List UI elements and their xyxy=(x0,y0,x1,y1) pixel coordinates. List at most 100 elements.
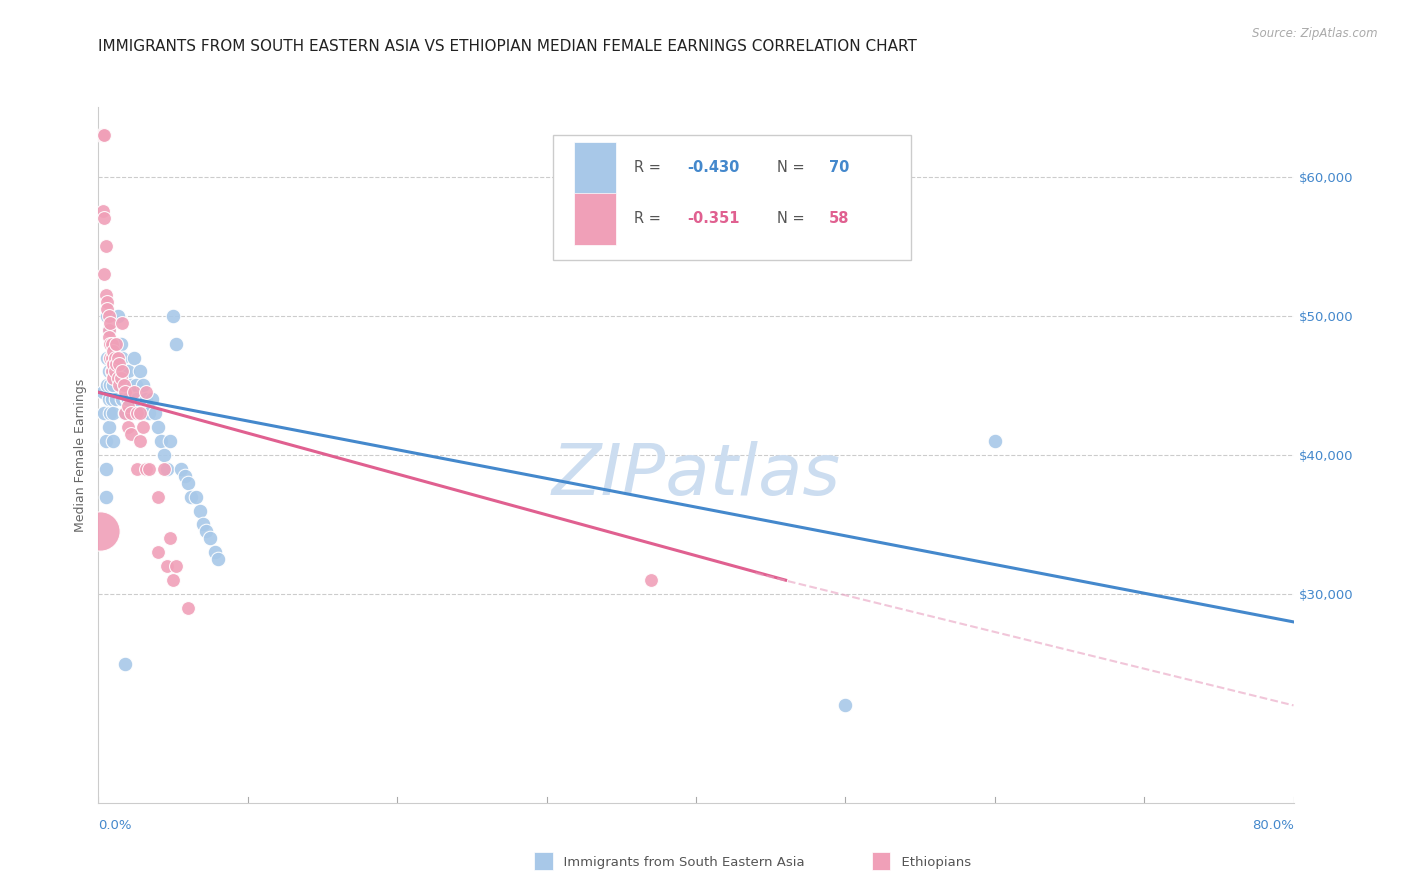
Point xyxy=(129,406,152,420)
Point xyxy=(159,532,181,546)
Point xyxy=(108,364,131,378)
Point xyxy=(97,420,120,434)
Point xyxy=(91,128,114,142)
Text: IMMIGRANTS FROM SOUTH EASTERN ASIA VS ETHIOPIAN MEDIAN FEMALE EARNINGS CORRELATI: IMMIGRANTS FROM SOUTH EASTERN ASIA VS ET… xyxy=(98,38,917,54)
Point xyxy=(120,406,142,420)
Point xyxy=(97,323,120,337)
Point xyxy=(107,309,129,323)
Point xyxy=(101,336,124,351)
Point xyxy=(91,204,114,219)
Point xyxy=(153,448,176,462)
Point xyxy=(96,301,118,316)
Point xyxy=(114,378,136,392)
Point xyxy=(94,462,117,476)
Point xyxy=(101,392,124,407)
Point xyxy=(184,490,207,504)
Point xyxy=(112,378,135,392)
Point xyxy=(165,559,187,574)
Point xyxy=(117,364,139,378)
Point xyxy=(177,601,200,615)
Point xyxy=(101,364,124,378)
Point xyxy=(104,364,127,378)
Point xyxy=(108,358,131,372)
Point xyxy=(120,378,142,392)
Bar xyxy=(574,193,616,244)
Point xyxy=(94,434,117,448)
Point xyxy=(94,239,117,253)
Point xyxy=(105,364,128,378)
Point xyxy=(129,406,152,420)
Point xyxy=(114,406,136,420)
Point xyxy=(127,462,149,476)
Point xyxy=(165,336,187,351)
Point xyxy=(105,358,128,372)
Point xyxy=(98,406,122,420)
Text: Ethiopians: Ethiopians xyxy=(893,856,972,869)
Point xyxy=(94,288,117,302)
Point xyxy=(162,573,184,587)
Point xyxy=(153,462,176,476)
Point xyxy=(97,392,120,407)
Point xyxy=(103,371,125,385)
Point xyxy=(97,323,120,337)
Point xyxy=(156,559,179,574)
Point xyxy=(117,399,139,413)
Point xyxy=(107,371,129,385)
Point xyxy=(93,211,115,226)
Point xyxy=(127,392,149,407)
Point xyxy=(143,406,166,420)
Point xyxy=(105,392,128,407)
Point xyxy=(97,309,120,323)
Point xyxy=(132,406,155,420)
Point xyxy=(194,524,218,539)
Point xyxy=(115,392,138,407)
Point xyxy=(89,524,111,539)
Point xyxy=(135,385,157,400)
Point xyxy=(114,657,136,671)
Point xyxy=(98,378,122,392)
Bar xyxy=(553,135,911,260)
Point xyxy=(91,385,114,400)
Point xyxy=(138,462,160,476)
Point xyxy=(101,351,124,365)
Text: -0.430: -0.430 xyxy=(688,161,740,176)
Point xyxy=(110,336,132,351)
Point xyxy=(148,545,170,559)
Point xyxy=(93,406,115,420)
Text: N =: N = xyxy=(778,211,810,227)
Point xyxy=(148,420,170,434)
Point xyxy=(98,351,122,365)
Point xyxy=(191,517,214,532)
Point xyxy=(93,128,115,142)
Point xyxy=(177,475,200,490)
Point xyxy=(150,434,173,448)
Point xyxy=(93,267,115,281)
Text: R =: R = xyxy=(634,211,669,227)
Point xyxy=(169,462,191,476)
Point xyxy=(124,351,146,365)
Point xyxy=(124,385,146,400)
Point xyxy=(96,309,118,323)
Point xyxy=(180,490,202,504)
Point xyxy=(129,434,152,448)
Point xyxy=(114,385,136,400)
Point xyxy=(114,406,136,420)
Text: 80.0%: 80.0% xyxy=(1251,820,1294,832)
Point xyxy=(983,434,1005,448)
Point xyxy=(117,392,139,407)
Point xyxy=(105,336,128,351)
Point xyxy=(120,427,142,442)
Text: Source: ZipAtlas.com: Source: ZipAtlas.com xyxy=(1253,27,1378,40)
Point xyxy=(200,532,222,546)
Point xyxy=(94,490,117,504)
Point xyxy=(112,364,135,378)
Point xyxy=(125,378,148,392)
Point xyxy=(98,316,122,330)
Point xyxy=(188,503,211,517)
Text: Immigrants from South Eastern Asia: Immigrants from South Eastern Asia xyxy=(555,856,806,869)
Point xyxy=(103,343,125,358)
Point xyxy=(103,358,125,372)
Point xyxy=(103,378,125,392)
Point xyxy=(110,378,132,392)
Point xyxy=(138,406,160,420)
